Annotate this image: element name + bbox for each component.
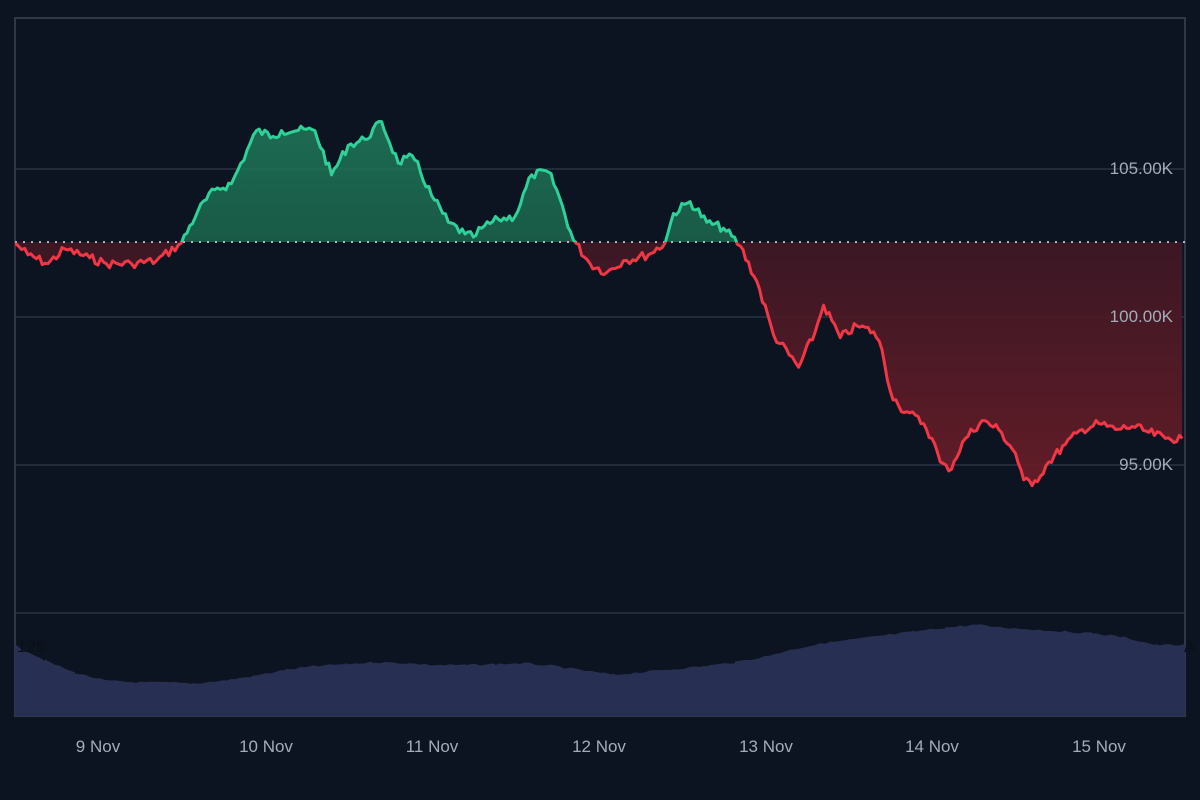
price-line-below [15,242,1184,488]
x-tick-10-nov: 10 Nov [239,737,293,756]
area-below-baseline [15,242,1183,486]
y-tick-100k: 100.00K [1109,307,1173,326]
x-tick-12-nov: 12 Nov [572,737,626,756]
y-tick-95k: 95.00K [1119,455,1173,474]
y-tick-105k: 105.00K [1109,159,1173,178]
x-tick-9-nov: 9 Nov [75,737,121,756]
volume-area [15,624,1185,716]
area-above-baseline [181,121,737,243]
volume-right-label: A [1184,637,1196,656]
volume-scale-label: 125 [17,637,46,656]
x-tick-14-nov: 14 Nov [905,737,959,756]
price-line-above [15,120,739,243]
x-tick-13-nov: 13 Nov [739,737,793,756]
x-tick-11-nov: 11 Nov [405,737,459,756]
x-tick-15-nov: 15 Nov [1072,737,1126,756]
